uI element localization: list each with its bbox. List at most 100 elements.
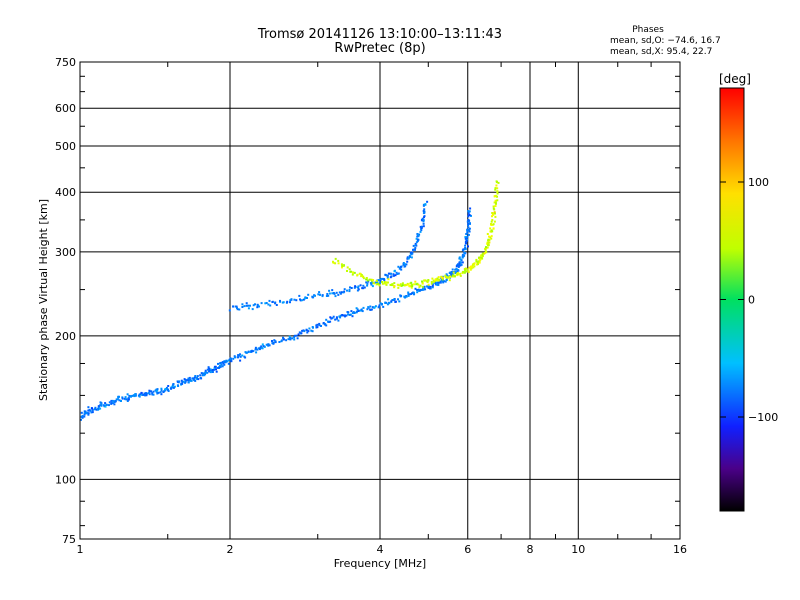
echo-point	[320, 325, 322, 327]
echo-point	[414, 244, 417, 247]
echo-point	[156, 391, 159, 394]
echo-point	[419, 289, 422, 292]
echo-point	[381, 277, 384, 280]
echo-point	[435, 283, 438, 286]
echo-point	[496, 195, 498, 198]
echo-point	[121, 396, 124, 399]
echo-point	[183, 378, 186, 381]
colorbar-tick-label: −100	[748, 411, 778, 424]
echo-point	[496, 199, 499, 202]
echo-point	[467, 226, 470, 229]
echo-point	[130, 395, 132, 398]
echo-point	[459, 261, 462, 264]
echo-point	[337, 262, 340, 265]
echo-point	[423, 208, 426, 211]
echo-point	[432, 279, 435, 282]
echo-point	[414, 242, 417, 245]
echo-point	[120, 400, 122, 402]
echo-point	[400, 285, 403, 287]
echo-point	[380, 277, 383, 280]
echo-point	[182, 380, 185, 383]
echo-point	[108, 401, 111, 404]
echo-point	[356, 289, 359, 292]
echo-point	[348, 313, 351, 316]
echo-point	[99, 407, 102, 410]
echo-point	[375, 279, 378, 282]
echo-point	[128, 394, 131, 397]
echo-point	[327, 294, 330, 297]
echo-point	[334, 318, 337, 321]
echo-point	[397, 284, 400, 287]
echo-point	[466, 228, 469, 231]
echo-point	[455, 268, 458, 271]
echo-point	[207, 366, 210, 369]
echo-point	[97, 408, 100, 410]
echo-point	[191, 377, 194, 380]
echo-point	[410, 256, 413, 259]
echo-point	[238, 308, 241, 311]
echo-point	[369, 305, 372, 308]
echo-point	[326, 293, 329, 295]
echo-point	[470, 265, 472, 268]
echo-point	[362, 275, 365, 278]
echo-point	[383, 281, 386, 283]
echo-point	[234, 305, 237, 308]
echo-point	[105, 403, 108, 406]
echo-point	[461, 271, 464, 273]
echo-point	[295, 334, 298, 337]
echo-point	[208, 367, 211, 370]
echo-point	[416, 282, 419, 285]
echo-point	[468, 230, 471, 233]
echo-point	[387, 298, 390, 301]
echo-point	[457, 263, 459, 266]
echo-point	[412, 248, 414, 251]
echo-point	[348, 288, 351, 291]
echo-point	[325, 324, 328, 327]
echo-point	[430, 280, 433, 283]
echo-point	[378, 279, 381, 281]
echo-point	[476, 260, 479, 263]
echo-point	[427, 284, 430, 287]
echo-point	[426, 200, 429, 203]
echo-point	[280, 339, 283, 342]
echo-point	[468, 266, 471, 269]
echo-point	[407, 294, 410, 297]
echo-point	[406, 257, 409, 260]
echo-point	[442, 276, 444, 279]
data-points	[80, 180, 500, 421]
echo-point	[256, 306, 259, 309]
echo-point	[87, 413, 90, 416]
echo-point	[490, 235, 493, 238]
echo-point	[193, 379, 196, 382]
echo-point	[412, 244, 415, 247]
echo-point	[298, 331, 301, 334]
echo-point	[453, 275, 456, 278]
echo-point	[422, 203, 425, 206]
echo-point	[339, 314, 342, 317]
echo-point	[132, 394, 135, 397]
echo-point	[335, 291, 338, 294]
echo-point	[455, 265, 458, 268]
echo-point	[448, 276, 451, 279]
echo-point	[306, 297, 308, 299]
echo-point	[272, 342, 275, 345]
echo-point	[267, 344, 270, 347]
echo-point	[322, 322, 325, 324]
echo-point	[423, 211, 426, 214]
echo-point	[274, 340, 277, 343]
echo-point	[140, 391, 143, 394]
echo-point	[437, 281, 440, 284]
echo-point	[343, 288, 346, 291]
chart-subtitle: RwPretec (8p)	[334, 41, 425, 56]
echo-point	[390, 275, 393, 278]
echo-point	[450, 271, 453, 273]
echo-point	[206, 371, 209, 374]
echo-point	[217, 362, 219, 365]
echo-point	[228, 309, 231, 312]
echo-point	[391, 283, 394, 286]
echo-point	[366, 284, 369, 287]
echo-point	[400, 268, 403, 271]
echo-point	[213, 367, 216, 370]
x-tick-label: 6	[464, 543, 471, 556]
echo-point	[346, 270, 348, 272]
